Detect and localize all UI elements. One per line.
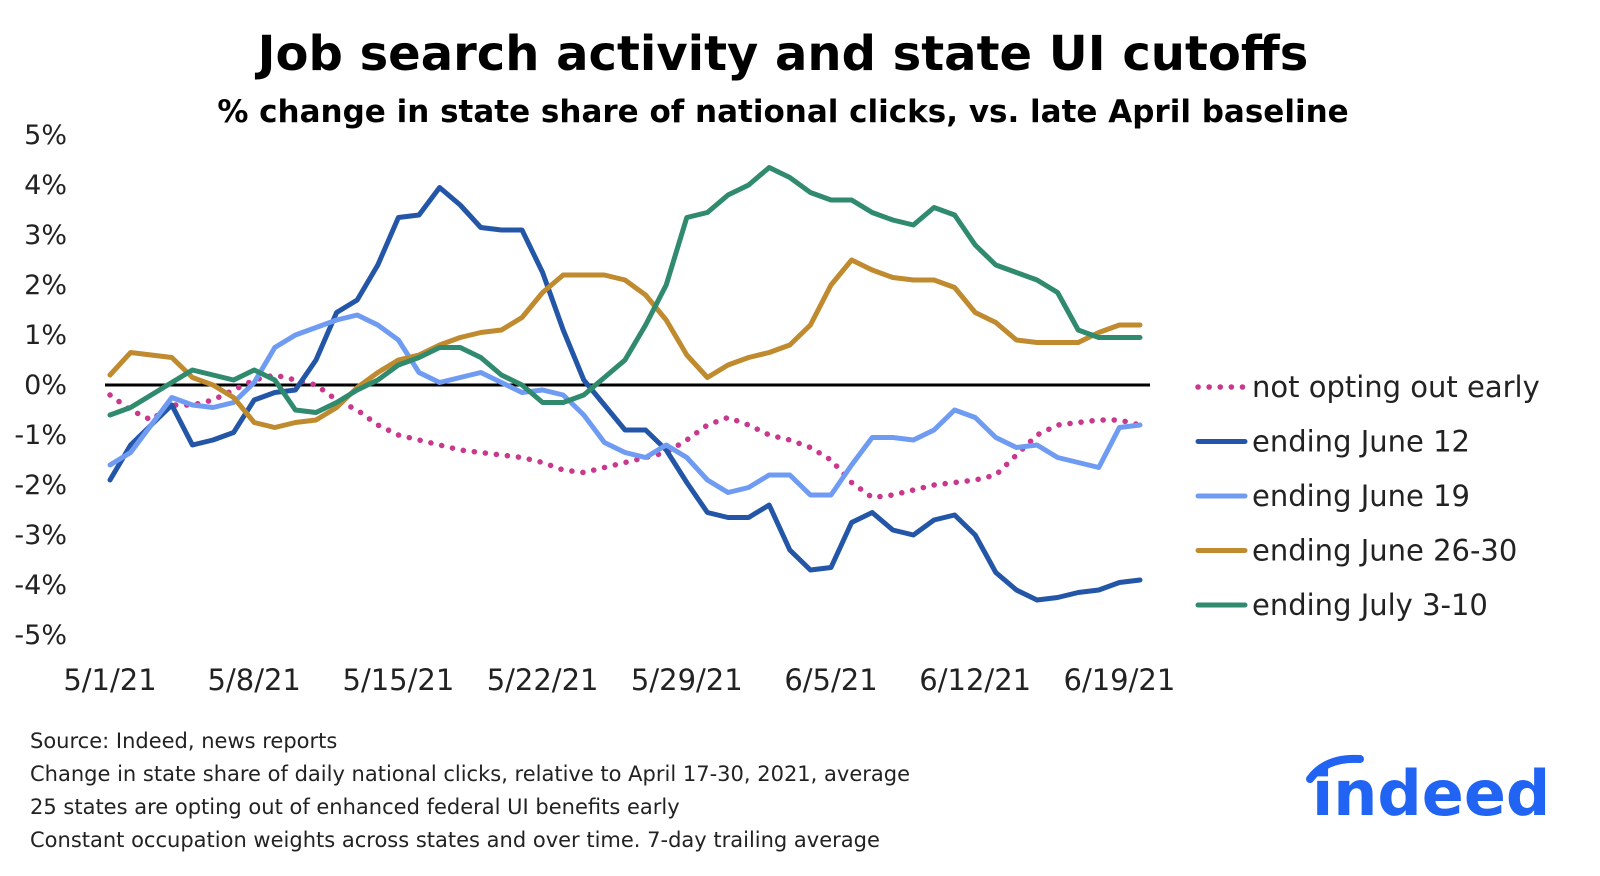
series-line-ending-july-3-10 [107, 165, 1143, 418]
series-line-ending-june-12 [107, 185, 1143, 603]
y-tick-label: 2% [24, 270, 67, 301]
y-tick-label: 4% [24, 170, 67, 201]
logo-text: indeed [1312, 757, 1550, 830]
legend-label: not opting out early [1252, 370, 1540, 404]
x-tick-label: 5/22/21 [487, 663, 599, 697]
x-tick-label: 6/12/21 [919, 663, 1031, 697]
logo-arc [1306, 754, 1364, 783]
x-tick-label: 6/5/21 [784, 663, 877, 697]
y-axis: 5% 4% 3% 2% 1% 0% -1% -2% -3% -4% -5% [14, 120, 67, 651]
y-tick-label: 1% [24, 320, 67, 351]
legend-label: ending July 3-10 [1252, 588, 1488, 622]
note-method: Constant occupation weights across state… [30, 828, 880, 852]
legend-label: ending June 12 [1252, 425, 1470, 459]
x-axis: 5/1/21 5/8/21 5/15/21 5/22/21 5/29/21 6/5/21 6… [63, 663, 1175, 697]
y-tick-label: 3% [24, 220, 67, 251]
series-line-ending-june-19 [107, 312, 1143, 498]
chart-title: Job search activity and state UI cutoffs [255, 26, 1309, 82]
x-tick-label: 6/19/21 [1064, 663, 1176, 697]
note-states: 25 states are opting out of enhanced fed… [30, 795, 680, 819]
y-tick-label: -2% [14, 470, 67, 501]
x-tick-label: 5/15/21 [343, 663, 455, 697]
y-tick-label: 0% [24, 370, 67, 401]
note-source: Source: Indeed, news reports [30, 729, 338, 753]
series-line-not-opting-out-early [107, 372, 1143, 501]
note-definition: Change in state share of daily national … [30, 762, 910, 786]
legend-label: ending June 19 [1252, 479, 1470, 513]
legend-label: ending June 26-30 [1252, 534, 1517, 568]
y-tick-label: -4% [14, 570, 67, 601]
series-line-ending-june-26-30 [107, 257, 1143, 430]
series-lines [107, 165, 1143, 603]
y-tick-label: 5% [24, 120, 67, 151]
legend: not opting out early ending June 12 ending… [1195, 370, 1540, 622]
x-tick-label: 5/1/21 [63, 663, 156, 697]
chart-subtitle: % change in state share of national clic… [217, 94, 1348, 130]
indeed-logo: indeed [1306, 754, 1550, 830]
x-tick-label: 5/29/21 [631, 663, 743, 697]
x-tick-label: 5/8/21 [208, 663, 301, 697]
y-tick-label: -5% [14, 620, 67, 651]
y-tick-label: -1% [14, 420, 67, 451]
y-tick-label: -3% [14, 520, 67, 551]
chart-notes: Source: Indeed, news reports Change in s… [30, 725, 910, 857]
